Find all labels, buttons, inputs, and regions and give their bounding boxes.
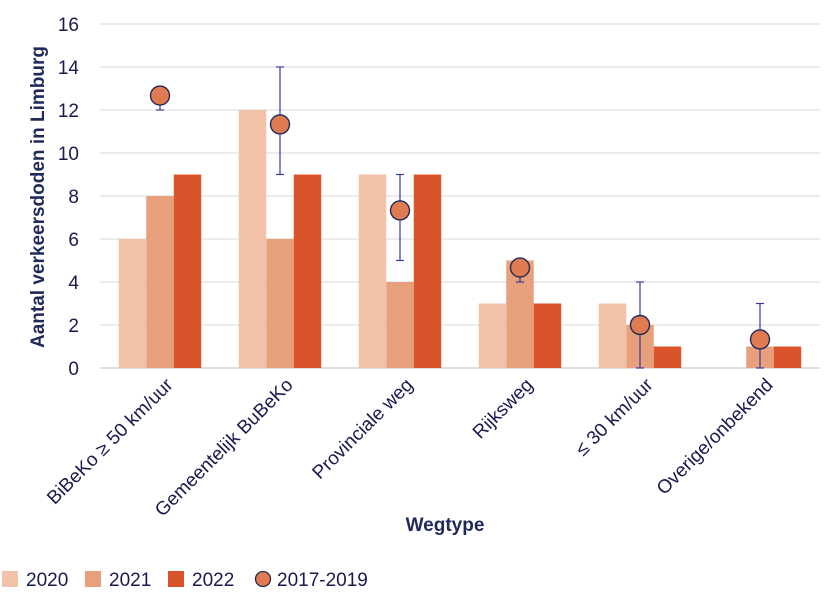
legend-swatch-2022: [168, 571, 184, 587]
bar-2020-3: [478, 303, 507, 368]
legend-label-2022: 2022: [192, 570, 234, 591]
bar-2021-1: [266, 239, 294, 368]
bar-2022-5: [773, 346, 802, 368]
x-axis-title: Wegtype: [406, 515, 485, 536]
bar-2022-2: [413, 174, 442, 368]
y-tick-label: 8: [68, 187, 79, 208]
y-tick-label: 16: [58, 15, 79, 36]
legend-label-2021: 2021: [109, 570, 151, 591]
legend-label-2020: 2020: [26, 570, 68, 591]
legend-swatch-2020: [2, 571, 18, 587]
y-tick-label: 12: [58, 101, 79, 122]
legend-swatch-2021: [85, 571, 101, 587]
point-2017-2019-5: [749, 329, 771, 350]
point-2017-2019-0: [149, 85, 171, 106]
points-layer: [149, 66, 771, 369]
bar-2020-2: [358, 174, 387, 368]
bars-layer: [118, 110, 802, 368]
grid-layer: [100, 23, 820, 369]
bar-2022-1: [293, 174, 322, 368]
point-2017-2019-1: [269, 114, 291, 135]
x-category-label: ≤ 30 km/uur: [572, 374, 658, 460]
x-category-label: BiBeKo ≥ 50 km/uur: [43, 374, 178, 509]
legend: 2020 2021 2022 2017-2019: [2, 570, 368, 591]
x-category-label: Overige/onbekend: [653, 375, 778, 500]
y-tick-label: 4: [68, 273, 79, 294]
point-2017-2019-3: [509, 257, 531, 278]
point-2017-2019-2: [389, 200, 411, 221]
y-tick-label: 10: [58, 144, 79, 165]
y-tick-label: 0: [68, 359, 79, 380]
y-axis-title: Aantal verkeersdoden in Limburg: [28, 46, 49, 348]
legend-label-2017-2019: 2017-2019: [277, 570, 368, 591]
y-tick-label: 6: [68, 230, 79, 251]
bar-2021-2: [386, 282, 414, 368]
bar-2021-0: [146, 196, 174, 368]
point-2017-2019-4: [629, 314, 651, 336]
x-category-label: Gemeentelijk BuBeKo: [151, 375, 297, 521]
y-tick-labels: 0 2 4 6 8 10 12 14 16: [58, 15, 80, 380]
bar-2020-1: [238, 110, 267, 368]
bar-2022-4: [653, 346, 682, 368]
x-category-label: Provinciale weg: [309, 375, 418, 484]
legend-marker-2017-2019: [254, 570, 272, 588]
y-tick-label: 2: [68, 316, 79, 337]
bar-2020-0: [118, 239, 147, 368]
bar-2022-0: [173, 174, 202, 368]
bar-2022-3: [533, 303, 562, 368]
y-tick-label: 14: [58, 58, 80, 79]
bar-2020-4: [598, 303, 627, 368]
x-category-label: Rijksweg: [469, 375, 538, 444]
